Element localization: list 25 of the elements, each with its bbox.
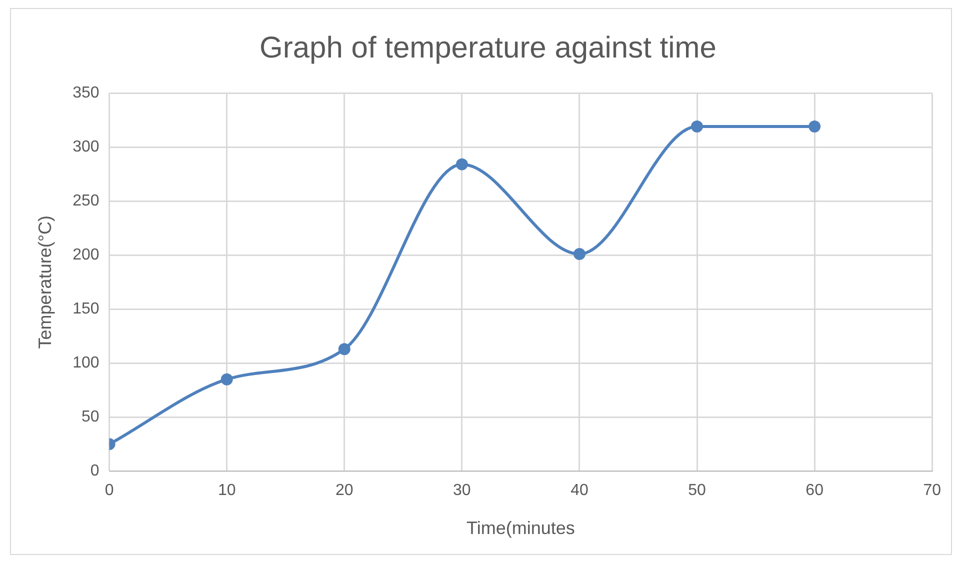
y-tick-label: 200 — [72, 246, 100, 264]
y-tick-label: 50 — [82, 408, 100, 426]
x-tick-label: 0 — [104, 482, 114, 500]
x-tick-label: 50 — [688, 482, 706, 500]
point — [220, 373, 233, 386]
point — [691, 120, 704, 132]
x-tick-label: 70 — [923, 482, 942, 500]
y-tick-label: 300 — [72, 138, 100, 156]
point — [338, 343, 350, 356]
y-tick-label: 350 — [72, 84, 100, 102]
chart-title: Graph of temperature against time — [260, 31, 716, 64]
y-tick-label: 0 — [90, 462, 100, 480]
x-tick-label: 30 — [453, 482, 471, 500]
point — [573, 248, 586, 260]
y-tick-label: 100 — [72, 354, 100, 372]
y-tick-label: 250 — [72, 192, 100, 210]
x-tick-label: 10 — [218, 482, 236, 500]
point — [808, 120, 821, 132]
y-tick-label: 150 — [72, 300, 100, 318]
x-tick-label: 40 — [570, 482, 588, 500]
x-axis-title: Time(minutes — [466, 518, 575, 538]
point — [456, 158, 468, 170]
x-tick-label: 20 — [335, 482, 354, 500]
x-tick-label: 60 — [806, 482, 824, 500]
y-axis-title: Temperature(°C) — [34, 215, 55, 349]
